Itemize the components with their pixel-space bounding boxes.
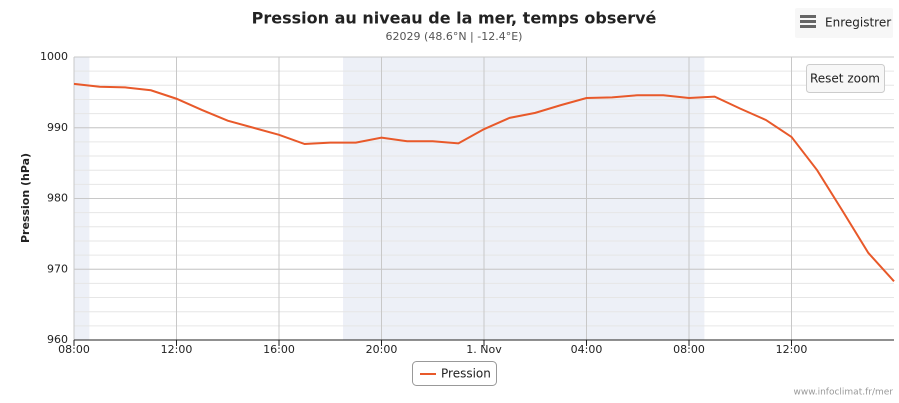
y-tick-label: 960 [47, 333, 68, 346]
x-tick-label: 1. Nov [466, 343, 502, 356]
x-tick-label: 16:00 [263, 343, 295, 356]
y-tick-label: 1000 [40, 50, 68, 63]
x-tick-label: 12:00 [776, 343, 808, 356]
x-tick-label: 12:00 [161, 343, 193, 356]
x-tick-label: 04:00 [571, 343, 603, 356]
x-tick-label: 08:00 [673, 343, 705, 356]
x-tick-label: 20:00 [366, 343, 398, 356]
y-tick-label: 970 [47, 262, 68, 275]
legend-label[interactable]: Pression [441, 367, 491, 381]
menu-icon [800, 25, 816, 28]
legend-box [412, 361, 497, 386]
x-tick-label: 08:00 [58, 343, 90, 356]
chart-title: Pression au niveau de la mer, temps obse… [252, 9, 657, 28]
export-button-bg[interactable] [795, 8, 893, 38]
reset-zoom-button[interactable]: Reset zoom [806, 64, 885, 93]
chart-subtitle: 62029 (48.6°N | -12.4°E) [386, 30, 523, 43]
export-button[interactable]: Enregistrer [795, 8, 893, 38]
y-tick-label: 980 [47, 192, 68, 205]
menu-icon [800, 15, 816, 18]
line [73, 82, 895, 282]
y-axis-title: Pression (hPa) [19, 153, 32, 243]
credit: www.infoclimat.fr/mer [793, 388, 893, 398]
menu-icon [800, 20, 816, 23]
y-tick-label: 990 [47, 121, 68, 134]
reset-zoom-label[interactable]: Reset zoom [810, 72, 880, 86]
reset-zoom-bg[interactable] [806, 64, 885, 93]
export-label[interactable]: Enregistrer [825, 16, 891, 30]
legend[interactable]: Pression [412, 361, 497, 386]
